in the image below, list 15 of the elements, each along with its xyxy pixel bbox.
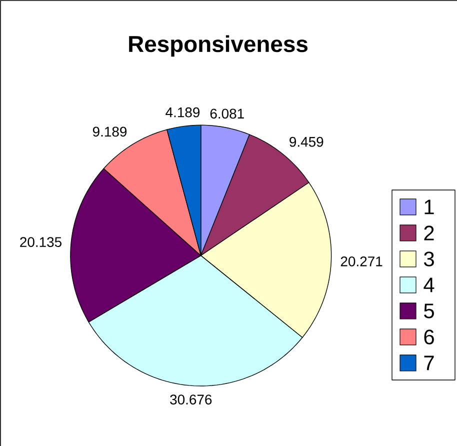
legend-label: 3 [424,252,434,266]
data-label: 4.189 [166,107,200,118]
data-label: 6.081 [210,108,244,119]
legend-label: 2 [424,226,434,240]
data-label: 20.135 [20,237,62,248]
legend-label: 6 [424,330,434,344]
data-label: 9.189 [92,126,127,137]
legend-label: 1 [424,200,434,214]
data-label: 20.271 [340,256,382,266]
legend-label: 7 [424,356,434,370]
chart-title: Responsiveness [129,35,308,57]
legend-label: 5 [424,304,434,318]
data-label: 30.676 [170,394,212,405]
data-label: 9.459 [290,136,324,147]
legend-label: 4 [424,278,434,292]
